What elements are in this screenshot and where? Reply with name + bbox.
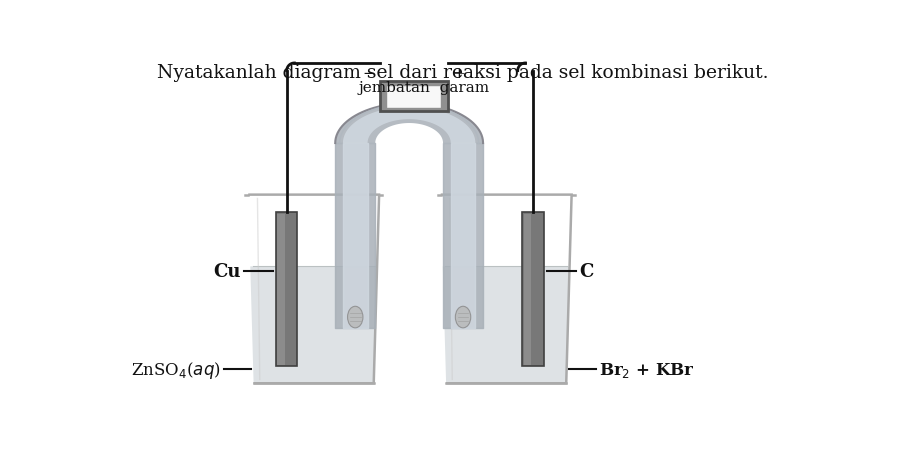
Polygon shape xyxy=(343,108,475,144)
Polygon shape xyxy=(443,267,569,384)
FancyBboxPatch shape xyxy=(380,82,447,111)
Text: jembatan  garam: jembatan garam xyxy=(359,81,490,95)
Text: Br$_2$ + KBr: Br$_2$ + KBr xyxy=(599,360,695,379)
Polygon shape xyxy=(250,267,377,384)
Text: +: + xyxy=(452,67,465,81)
FancyBboxPatch shape xyxy=(524,214,531,365)
Ellipse shape xyxy=(456,307,471,328)
Text: −: − xyxy=(363,67,375,81)
Text: Nyatakanlah diagram sel dari reaksi pada sel kombinasi berikut.: Nyatakanlah diagram sel dari reaksi pada… xyxy=(157,64,768,82)
Ellipse shape xyxy=(347,307,363,328)
FancyBboxPatch shape xyxy=(386,86,441,108)
Text: C: C xyxy=(579,262,594,280)
Polygon shape xyxy=(336,104,483,144)
FancyBboxPatch shape xyxy=(278,214,285,365)
Text: ZnSO$_4$($aq$): ZnSO$_4$($aq$) xyxy=(131,359,220,380)
FancyBboxPatch shape xyxy=(276,213,298,367)
Text: Cu: Cu xyxy=(213,262,241,280)
FancyBboxPatch shape xyxy=(522,213,544,367)
